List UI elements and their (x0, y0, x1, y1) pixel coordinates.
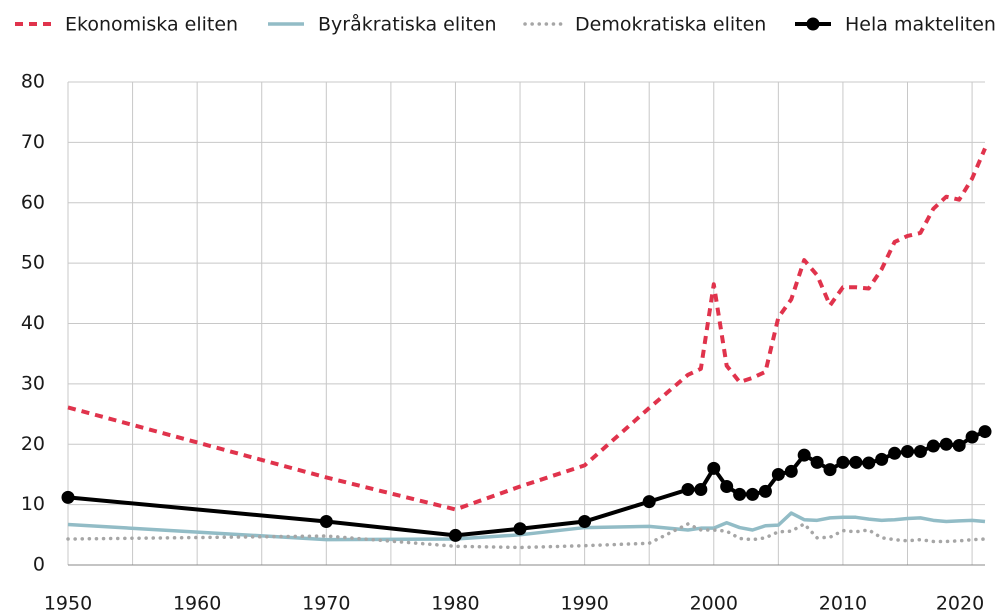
x-tick-label: 1960 (173, 593, 221, 615)
y-tick-label: 30 (21, 372, 45, 394)
series-line (67, 147, 987, 512)
data-point (978, 425, 992, 439)
data-point (784, 464, 798, 478)
data-point (746, 487, 760, 501)
data-point (926, 439, 940, 453)
y-tick-label: 50 (21, 252, 45, 274)
y-tick-label: 80 (21, 71, 45, 93)
data-point (694, 483, 708, 497)
data-point (319, 515, 333, 529)
data-point (642, 495, 656, 509)
data-point (862, 456, 876, 470)
legend-label: Ekonomiska eliten (65, 14, 238, 36)
x-tick-label: 1980 (431, 593, 479, 615)
data-point (875, 452, 889, 466)
data-point (733, 487, 747, 501)
y-tick-label: 60 (21, 191, 45, 213)
legend-label: Byråkratiska eliten (318, 13, 497, 36)
x-tick-label: 1950 (44, 593, 92, 615)
data-point (797, 448, 811, 462)
data-point (448, 528, 462, 542)
data-point (758, 484, 772, 498)
x-tick-label: 1970 (302, 593, 350, 615)
data-point (513, 522, 527, 536)
data-point (578, 515, 592, 529)
data-point (913, 444, 927, 458)
data-point (61, 490, 75, 504)
data-point (771, 467, 785, 481)
legend-marker (806, 17, 820, 31)
x-tick-label: 1990 (560, 593, 608, 615)
data-point (720, 480, 734, 494)
data-point (810, 455, 824, 469)
data-point (965, 430, 979, 444)
data-point (836, 455, 850, 469)
y-tick-label: 40 (21, 312, 45, 334)
data-point (707, 461, 721, 475)
y-tick-label: 0 (33, 554, 45, 576)
data-point (681, 483, 695, 497)
series-line (67, 511, 986, 542)
data-point (888, 446, 902, 460)
x-tick-label: 2000 (690, 593, 738, 615)
y-tick-label: 70 (21, 131, 45, 153)
data-point (901, 444, 915, 458)
legend-label: Hela makteliten (845, 14, 995, 36)
data-point (939, 437, 953, 451)
data-point (849, 455, 863, 469)
x-tick-label: 2020 (936, 593, 984, 615)
y-tick-label: 20 (21, 433, 45, 455)
data-point (952, 438, 966, 452)
legend-label: Demokratiska eliten (575, 14, 766, 36)
data-point (823, 463, 837, 477)
x-tick-label: 2010 (819, 593, 867, 615)
y-tick-label: 10 (21, 493, 45, 515)
